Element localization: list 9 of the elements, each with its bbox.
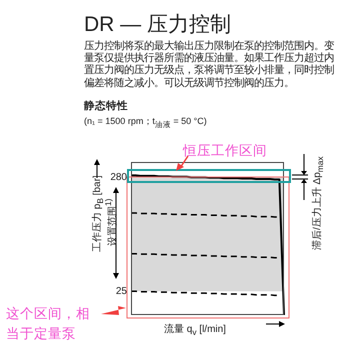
chart-title: DR — 压力控制	[84, 12, 231, 38]
y-tick-label: 280	[110, 172, 128, 183]
text: 静态特性	[84, 99, 128, 113]
chart-subtitle: 压力控制将泵的最大输出压力限制在泵的控制范围内。变量泵仅提供执行器所需的液压油量。如果工作压力超过内置压力阀的压力无级点，泵将调节至较小排量，同时控制偏差将随之减小。可以无级调节控制阀的压力。	[84, 41, 335, 90]
text: 恒压工作区间	[183, 142, 267, 160]
text: (n₁ = 1500 rpm；t$_{油液}$ = 50 °C)	[84, 115, 207, 130]
y-tick-label: 25	[116, 286, 128, 298]
x-axis-title: 流量 q$_{v}$ [l/min]	[164, 322, 226, 337]
text: 这个区间，相当于定量泵	[6, 305, 91, 343]
